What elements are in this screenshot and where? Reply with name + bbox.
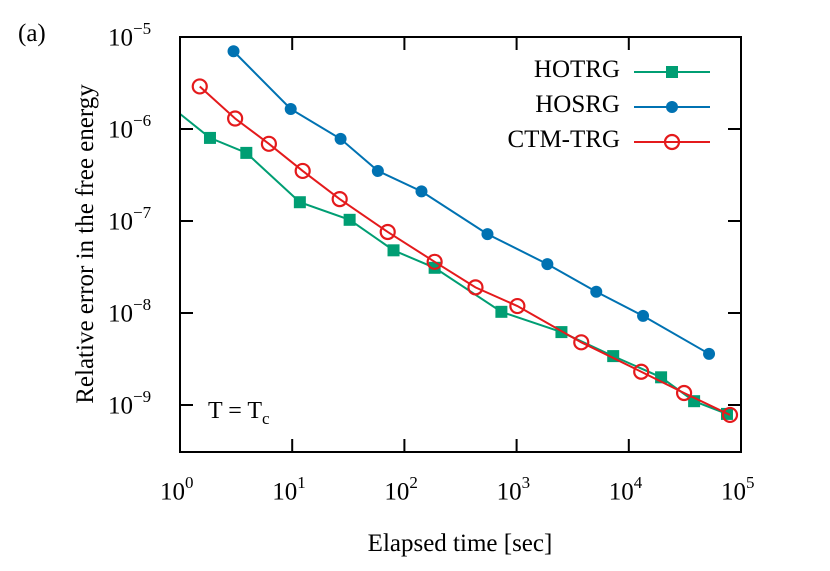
legend-label-hotrg: HOTRG [533, 56, 620, 83]
legend-label-ctm-trg: CTM-TRG [507, 126, 621, 153]
open-circle-marker-icon [663, 133, 681, 151]
series-hosrg [227, 45, 716, 360]
open-circle-marker-icon [426, 253, 443, 270]
series-hotrg [179, 113, 733, 420]
open-circle-marker-icon [331, 190, 348, 208]
x-tick-label: 101 [272, 473, 306, 506]
y-axis-label: Relative error in the free energy [72, 84, 99, 404]
temperature-annotation: T = Tc [208, 398, 270, 428]
circle-marker-icon [703, 347, 716, 360]
y-tick-label: 10−5 [108, 19, 152, 52]
open-circle-marker-icon [294, 162, 311, 180]
y-tick-label: 10−6 [108, 111, 152, 144]
x-axis-label: Elapsed time [sec] [367, 530, 553, 557]
legend-sample-hosrg [634, 101, 710, 113]
square-marker-icon [343, 213, 356, 226]
x-tick-label: 102 [384, 473, 418, 506]
square-marker-icon [203, 131, 216, 144]
open-circle-marker-icon [191, 78, 208, 95]
circle-marker-icon [590, 285, 603, 298]
data-series-layer [179, 45, 739, 424]
square-marker-icon [666, 66, 678, 78]
circle-marker-icon [541, 258, 554, 271]
legend-label-hosrg: HOSRG [535, 91, 620, 118]
open-circle-marker-icon [633, 363, 650, 380]
x-tick-label: 104 [608, 473, 643, 506]
open-circle-marker-icon [227, 110, 244, 127]
open-circle-marker-icon [573, 334, 590, 351]
circle-marker-icon [284, 102, 297, 115]
x-tick-label: 100 [160, 473, 194, 506]
circle-marker-icon [227, 45, 240, 58]
legend-samples [634, 66, 710, 151]
panel-label: (a) [18, 20, 46, 47]
square-marker-icon [495, 305, 508, 318]
open-circle-marker-icon [260, 135, 278, 152]
circle-marker-icon [481, 228, 494, 241]
open-circle-marker-icon [467, 279, 484, 296]
circle-marker-icon [666, 101, 678, 113]
x-tick-label: 105 [721, 473, 755, 506]
square-marker-icon [240, 146, 253, 159]
y-tick-label: 10−9 [108, 387, 152, 420]
circle-marker-icon [334, 132, 347, 145]
open-circle-marker-icon [379, 223, 396, 241]
open-circle-marker-icon [675, 384, 693, 402]
series-line [199, 85, 731, 416]
y-tick-label: 10−7 [108, 203, 152, 236]
square-marker-icon [387, 244, 400, 257]
square-marker-icon [293, 196, 306, 209]
series-line [179, 113, 728, 415]
x-tick-label: 103 [496, 473, 531, 506]
circle-marker-icon [371, 164, 384, 177]
axes-frame [179, 36, 742, 453]
legend-sample-ctm-trg [634, 133, 710, 151]
open-circle-marker-icon [721, 406, 739, 424]
series-ctm-trg [191, 78, 739, 424]
plot-frame [179, 36, 742, 453]
series-line [232, 50, 710, 355]
open-circle-marker-icon [509, 297, 526, 315]
legend-sample-hotrg [634, 66, 710, 78]
circle-marker-icon [637, 309, 650, 322]
circle-marker-icon [415, 185, 428, 198]
y-tick-label: 10−8 [108, 295, 152, 328]
